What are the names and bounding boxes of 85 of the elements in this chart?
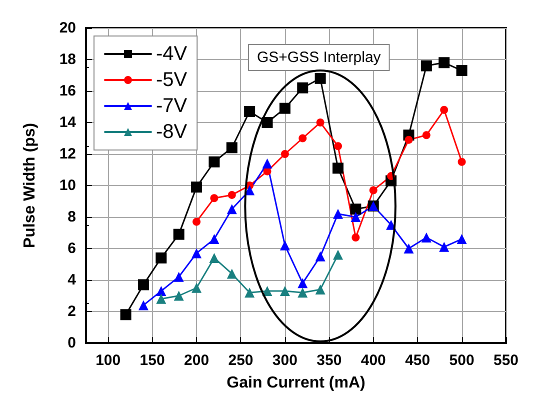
point — [314, 72, 326, 84]
point — [316, 118, 324, 126]
x-tick-label: 250 — [228, 352, 254, 369]
y-tick-label: 18 — [59, 51, 76, 68]
point — [350, 204, 362, 215]
y-tick-label: 6 — [68, 240, 76, 257]
point — [191, 182, 202, 193]
point — [262, 117, 273, 128]
legend-label: -4V — [156, 43, 188, 65]
point — [120, 309, 132, 320]
point — [156, 286, 166, 296]
point — [334, 142, 342, 150]
point — [352, 233, 360, 242]
point — [332, 162, 344, 174]
point — [297, 82, 308, 94]
point — [280, 286, 290, 296]
point — [138, 279, 149, 290]
x-tick-label: 300 — [272, 352, 298, 369]
x-tick-label: 400 — [360, 352, 386, 369]
point — [192, 218, 201, 226]
point — [244, 106, 256, 117]
point — [404, 136, 413, 144]
point — [298, 278, 308, 288]
y-axis-title: Pulse Width (ps) — [22, 122, 38, 248]
point — [315, 251, 326, 262]
y-tick-label: 8 — [68, 208, 76, 226]
y-tick-label: 10 — [59, 177, 76, 194]
y-tick-label: 4 — [68, 272, 77, 288]
point — [456, 234, 467, 244]
y-tick-label: 0 — [68, 334, 76, 352]
point — [280, 150, 289, 158]
point — [298, 134, 307, 142]
y-tick-label: 20 — [59, 20, 76, 36]
point — [226, 268, 237, 279]
y-tick-label: 12 — [59, 146, 76, 162]
y-tick-label: 2 — [68, 303, 76, 320]
point — [244, 288, 255, 298]
x-tick-label: 350 — [316, 352, 342, 369]
x-axis-title: Gain Current (mA) — [226, 374, 366, 392]
point — [440, 106, 448, 114]
point — [174, 272, 184, 282]
point — [173, 228, 184, 240]
point — [156, 294, 166, 304]
point — [209, 252, 220, 263]
legend-label: -5V — [156, 69, 188, 91]
point — [226, 204, 237, 214]
point — [192, 282, 202, 293]
point — [262, 158, 272, 168]
point — [438, 57, 450, 68]
point — [458, 158, 466, 166]
point — [298, 288, 308, 298]
point — [421, 232, 432, 242]
y-tick-label: 16 — [59, 82, 76, 100]
point — [333, 250, 343, 260]
x-tick-label: 500 — [449, 352, 474, 369]
point — [156, 252, 167, 264]
point — [369, 186, 378, 194]
point — [210, 194, 218, 202]
y-tick-label: 14 — [59, 114, 77, 131]
point — [208, 156, 220, 168]
point — [315, 284, 326, 294]
legend-label: -7V — [156, 95, 188, 117]
point — [174, 290, 184, 301]
point — [333, 208, 343, 219]
x-tick-label: 450 — [405, 352, 430, 369]
x-tick-label: 550 — [493, 352, 519, 369]
point — [280, 240, 290, 250]
point — [279, 102, 290, 114]
legend-label: -8V — [156, 121, 188, 143]
x-tick-label: 100 — [96, 352, 121, 369]
x-tick-label: 200 — [184, 352, 210, 369]
point — [422, 131, 430, 140]
point — [350, 212, 361, 222]
annotation: GS+GSS Interplay — [257, 49, 382, 66]
point — [439, 242, 450, 252]
point — [228, 190, 236, 199]
point — [404, 244, 414, 254]
x-tick-label: 150 — [140, 352, 165, 369]
point — [138, 300, 148, 310]
point — [209, 234, 220, 244]
point — [262, 286, 272, 296]
point — [420, 60, 432, 72]
point — [226, 142, 238, 154]
point — [192, 248, 202, 258]
point — [456, 65, 468, 76]
